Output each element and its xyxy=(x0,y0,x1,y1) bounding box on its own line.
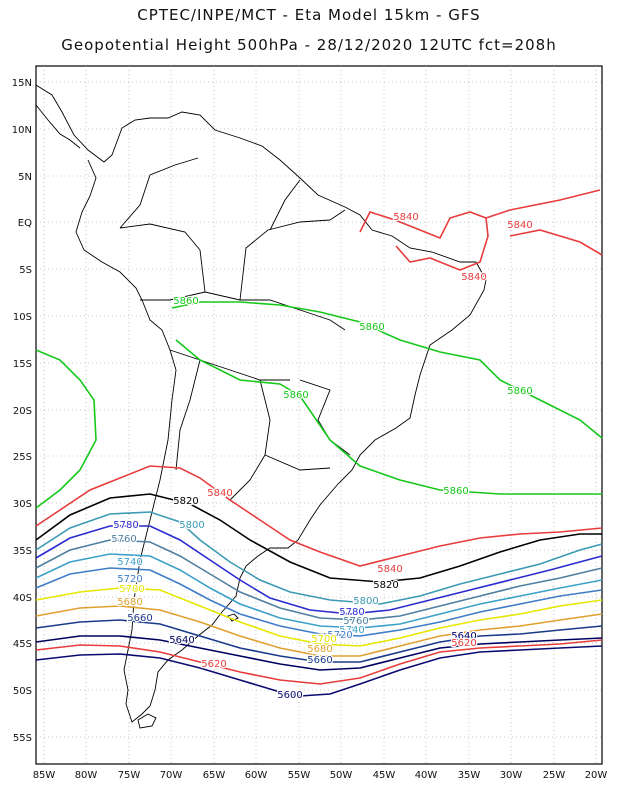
lat-lon-grid xyxy=(36,66,602,764)
contour-label: 5860 xyxy=(283,390,308,401)
contour-label: 5820 xyxy=(373,580,398,591)
contour-label: 5740 xyxy=(339,625,364,636)
contour-label: 5660 xyxy=(127,613,152,624)
contour-label: 5820 xyxy=(173,496,198,507)
contour-label: 5840 xyxy=(393,212,418,223)
contour-line xyxy=(35,587,603,647)
lon-tick-label: 70W xyxy=(160,770,183,781)
lat-tick-label: 10N xyxy=(12,125,32,136)
lon-tick-label: 50W xyxy=(330,770,353,781)
contour-label: 5860 xyxy=(507,386,532,397)
country-borders xyxy=(119,157,351,501)
lat-tick-label: 45S xyxy=(13,639,32,650)
contour-label: 5780 xyxy=(339,607,364,618)
contour-line xyxy=(35,619,603,663)
contour-line xyxy=(35,635,603,671)
contour-label: 5620 xyxy=(201,659,226,670)
contour-line xyxy=(175,339,602,495)
contour-label: 5640 xyxy=(451,631,476,642)
contour-label: 5780 xyxy=(113,520,138,531)
lon-tick-label: 55W xyxy=(288,770,311,781)
contour-line xyxy=(485,189,603,256)
lat-tick-label: 10S xyxy=(13,312,32,323)
lat-tick-label: EQ xyxy=(18,218,32,229)
lat-tick-label: 15N xyxy=(12,78,32,89)
contour-label: 5860 xyxy=(173,296,198,307)
contour-label: 5680 xyxy=(117,597,142,608)
lon-tick-label: 80W xyxy=(75,770,98,781)
map-title-line1: CPTEC/INPE/MCT - Eta Model 15km - GFS xyxy=(137,6,481,24)
contour-line xyxy=(35,567,603,637)
contour-line xyxy=(35,605,603,657)
contour-label: 5620 xyxy=(451,638,476,649)
contour-line xyxy=(359,211,489,271)
contour-line xyxy=(171,301,603,439)
contour-label: 5800 xyxy=(353,596,378,607)
contour-label: 5660 xyxy=(307,655,332,666)
central-america-coast xyxy=(35,104,81,149)
contour-label: 5840 xyxy=(207,488,232,499)
contour-line xyxy=(35,465,603,567)
lon-tick-label: 20W xyxy=(585,770,608,781)
contour-line xyxy=(35,493,602,583)
lon-tick-label: 60W xyxy=(245,770,268,781)
contour-label: 5700 xyxy=(119,584,144,595)
contour-line xyxy=(35,645,603,697)
map-title-line2: Geopotential Height 500hPa - 28/12/2020 … xyxy=(61,36,557,54)
lon-tick-label: 65W xyxy=(203,770,226,781)
falkland-islands xyxy=(227,613,239,622)
tierra-del-fuego xyxy=(137,713,157,729)
lat-tick-label: 25S xyxy=(13,452,32,463)
lat-tick-label: 35S xyxy=(13,546,32,557)
lat-tick-label: 5N xyxy=(18,172,32,183)
contour-line xyxy=(35,349,97,509)
contour-label: 5800 xyxy=(179,520,204,531)
contour-labels: 5860 5860 5860 5860 5860 5840 5840 5840 5840 5840… xyxy=(110,211,534,702)
contour-line xyxy=(35,539,603,621)
contour-line xyxy=(35,553,603,629)
contour-line xyxy=(35,525,603,615)
contour-label: 5760 xyxy=(111,534,136,545)
lon-tick-label: 40W xyxy=(415,770,438,781)
contour-label: 5700 xyxy=(311,634,336,645)
contour-label: 5600 xyxy=(277,690,302,701)
lat-tick-label: 30S xyxy=(13,499,32,510)
contour-label: 5740 xyxy=(117,557,142,568)
lon-tick-label: 85W xyxy=(33,770,56,781)
lat-tick-label: 50S xyxy=(13,686,32,697)
contour-label: 5860 xyxy=(359,322,384,333)
contour-line xyxy=(35,639,603,685)
contour-label: 5640 xyxy=(169,635,194,646)
lat-tick-label: 5S xyxy=(19,265,32,276)
south-america-coastline xyxy=(35,84,487,723)
axis-tick-labels: 85W 80W 75W 70W 65W 60W 55W 50W 45W 40W 35W 30W 25W 2… xyxy=(12,78,608,781)
contour-label: 5840 xyxy=(461,272,486,283)
coastlines-borders xyxy=(35,84,487,729)
contour-label: 5720 xyxy=(117,574,142,585)
lat-tick-label: 40S xyxy=(13,593,32,604)
geopotential-contours xyxy=(35,189,603,697)
lon-tick-label: 35W xyxy=(458,770,481,781)
contour-label: 5760 xyxy=(343,616,368,627)
contour-label: 5840 xyxy=(377,564,402,575)
contour-label: 5680 xyxy=(307,644,332,655)
lon-tick-label: 75W xyxy=(118,770,141,781)
lon-tick-label: 30W xyxy=(500,770,523,781)
lat-tick-label: 15S xyxy=(13,359,32,370)
lat-tick-label: 20S xyxy=(13,406,32,417)
contour-label: 5840 xyxy=(507,220,532,231)
lat-tick-label: 55S xyxy=(13,733,32,744)
contour-label: 5720 xyxy=(327,630,352,641)
lon-tick-label: 25W xyxy=(543,770,566,781)
contour-line xyxy=(35,511,603,605)
lon-tick-label: 45W xyxy=(373,770,396,781)
contour-label: 5860 xyxy=(443,486,468,497)
